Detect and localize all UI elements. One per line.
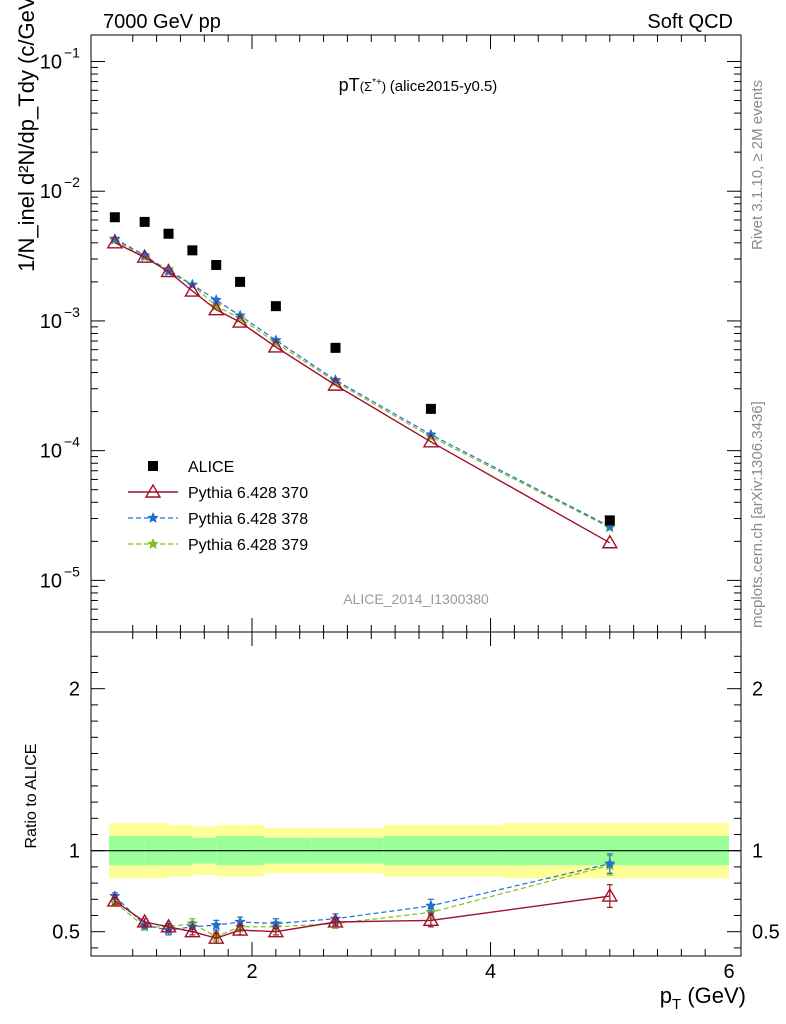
alice-data-point bbox=[187, 245, 198, 256]
pythia-370-point bbox=[160, 263, 177, 278]
ratio-line-379 bbox=[114, 864, 610, 938]
svg-text:Ratio to ALICE: Ratio to ALICE bbox=[23, 744, 40, 849]
legend-label: ALICE bbox=[188, 459, 234, 476]
pythia-370-point bbox=[327, 913, 344, 928]
ratio-y-tick-label-right: 0.5 bbox=[752, 922, 780, 944]
pythia-370-point bbox=[601, 534, 619, 549]
y-tick-label-exponent: −4 bbox=[64, 434, 80, 450]
alice-data-point bbox=[109, 212, 120, 223]
svg-text:1/N_inel d²N/dp_Tdy (c/GeV): 1/N_inel d²N/dp_Tdy (c/GeV) bbox=[14, 0, 39, 272]
side-text-source: mcplots.cern.ch [arXiv:1306.3436] bbox=[749, 401, 766, 628]
ratio-y-tick-label: 2 bbox=[69, 679, 80, 701]
pythia-370-point bbox=[231, 921, 249, 936]
y-tick-label-exponent: −2 bbox=[64, 174, 80, 190]
ratio-uncertainty-band bbox=[91, 823, 741, 879]
y-tick-label-exponent: −5 bbox=[64, 563, 80, 579]
legend-label: Pythia 6.428 370 bbox=[188, 485, 308, 502]
pythia-378-point bbox=[139, 249, 151, 261]
x-tick-label: 6 bbox=[724, 961, 735, 983]
legend: ALICE Pythia 6.428 370 Pythia 6.428 378 Pyt… bbox=[128, 459, 308, 554]
alice-data-point bbox=[148, 461, 158, 471]
pythia-370-point bbox=[144, 483, 162, 498]
pythia-370-point bbox=[106, 234, 124, 249]
series-line-370 bbox=[114, 242, 611, 544]
pythia-379-point bbox=[147, 538, 159, 549]
pythia-370-point bbox=[106, 892, 124, 907]
main-series-layer bbox=[106, 212, 619, 549]
pythia-370-point bbox=[327, 376, 344, 391]
ratio-y-tick-label-right: 1 bbox=[752, 841, 763, 863]
ratio-axis-ticks: 0.5 0.5 1 1 2 2 2 4 6 bbox=[52, 632, 780, 983]
svg-text:Rivet 3.1.10, ≥ 2M events: Rivet 3.1.10, ≥ 2M events bbox=[749, 80, 766, 250]
svg-text:mcplots.cern.ch [arXiv:1306.34: mcplots.cern.ch [arXiv:1306.3436] bbox=[749, 401, 766, 628]
y-tick-label-exponent: −1 bbox=[64, 44, 80, 60]
ratio-panel-frame bbox=[90, 631, 742, 957]
alice-data-point bbox=[270, 301, 281, 312]
pythia-370-point bbox=[267, 923, 285, 938]
side-text-rivet: Rivet 3.1.10, ≥ 2M events bbox=[749, 80, 766, 250]
alice-data-point bbox=[235, 276, 246, 287]
alice-data-point bbox=[425, 403, 436, 414]
pythia-370-point bbox=[601, 887, 619, 902]
legend-label: Pythia 6.428 378 bbox=[188, 511, 308, 528]
y-tick-label: 10 bbox=[40, 441, 62, 463]
alice-data-point bbox=[211, 259, 222, 270]
header-left: 7000 GeV pp bbox=[103, 11, 221, 33]
ratio-y-tick-label: 0.5 bbox=[52, 922, 80, 944]
legend-label: Pythia 6.428 379 bbox=[188, 537, 308, 554]
pythia-370-point bbox=[231, 313, 249, 328]
pythia-378-point bbox=[604, 857, 616, 869]
main-axis-ticks: 10−510−410−310−210−1 bbox=[40, 35, 741, 633]
main-y-axis-label: 1/N_inel d²N/dp_Tdy (c/GeV) bbox=[14, 0, 39, 272]
ratio-series-layer bbox=[106, 853, 619, 944]
pythia-370-point bbox=[267, 338, 285, 353]
ratio-line-378 bbox=[114, 863, 610, 931]
y-tick-label: 10 bbox=[40, 51, 62, 73]
pythia-370-point bbox=[136, 913, 153, 928]
ratio-line-370 bbox=[114, 895, 610, 939]
ratio-y-tick-label: 1 bbox=[69, 841, 80, 863]
pythia-370-point bbox=[184, 282, 201, 297]
alice-data-point bbox=[330, 342, 341, 353]
alice-data-point bbox=[604, 515, 615, 526]
pythia-370-point bbox=[136, 248, 153, 263]
pythia-378-point bbox=[210, 294, 222, 305]
pythia-370-point bbox=[422, 433, 440, 448]
pythia-378-point bbox=[270, 917, 282, 929]
y-tick-label: 10 bbox=[40, 311, 62, 333]
pythia-370-point bbox=[184, 923, 201, 938]
ratio-y-tick-label-right: 2 bbox=[752, 679, 763, 701]
alice-data-point bbox=[139, 216, 150, 227]
pythia-378-point bbox=[425, 899, 437, 911]
x-tick-label: 4 bbox=[485, 961, 496, 983]
pythia-378-point bbox=[147, 512, 159, 523]
pythia-378-point bbox=[234, 916, 246, 927]
pythia-370-point bbox=[160, 918, 177, 933]
pythia-370-point bbox=[422, 911, 440, 927]
ratio-y-axis-label: Ratio to ALICE bbox=[23, 744, 40, 849]
series-line-378 bbox=[114, 238, 611, 528]
y-tick-label-exponent: −3 bbox=[64, 304, 80, 320]
chart-title: pT(Σ*+) (alice2015-y0.5) bbox=[339, 75, 498, 95]
watermark: ALICE_2014_I1300380 bbox=[343, 591, 489, 607]
pythia-378-point bbox=[210, 919, 222, 931]
pythia-370-point bbox=[208, 301, 225, 316]
pythia-370-point bbox=[208, 929, 225, 944]
x-tick-label: 2 bbox=[246, 961, 257, 983]
pythia-378-point bbox=[604, 520, 616, 532]
y-tick-label: 10 bbox=[40, 570, 62, 592]
y-tick-label: 10 bbox=[40, 181, 62, 203]
header-right: Soft QCD bbox=[647, 11, 733, 33]
x-axis-label: pT (GeV) bbox=[660, 983, 746, 1013]
alice-data-point bbox=[163, 228, 174, 239]
